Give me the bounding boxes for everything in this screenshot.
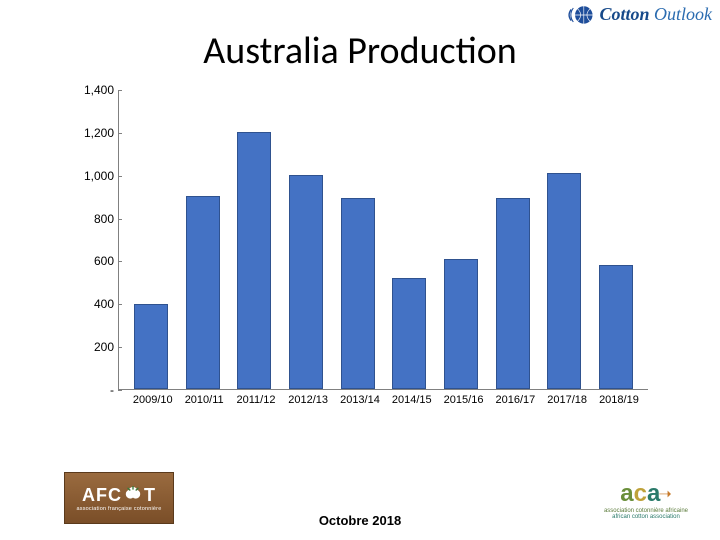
xtick-label: 2011/12 xyxy=(236,394,270,406)
chart-plot-area xyxy=(118,90,648,390)
chart-bar xyxy=(289,175,323,389)
chart-bar xyxy=(186,196,220,389)
ytick-label: 1,000 xyxy=(70,169,114,183)
globe-icon xyxy=(567,5,595,25)
ytick-label: 600 xyxy=(70,254,114,268)
arrow-icon: ➝ xyxy=(658,484,671,504)
xtick-label: 2016/17 xyxy=(495,394,529,406)
chart-bar xyxy=(237,132,271,389)
chart-bar xyxy=(444,259,478,389)
ytick-label: 1,400 xyxy=(70,83,114,97)
aca-logo-sub2: african cotton association xyxy=(612,514,680,520)
xtick-label: 2017/18 xyxy=(547,394,581,406)
xtick-label: 2012/13 xyxy=(288,394,322,406)
xtick-label: 2014/15 xyxy=(392,394,426,406)
chart-bar xyxy=(134,304,168,389)
chart-bar xyxy=(341,198,375,389)
brand-bold: Cotton xyxy=(599,4,649,24)
xtick-label: 2018/19 xyxy=(599,394,633,406)
aca-logo: aca➝ association cotonnière africaine af… xyxy=(600,476,692,524)
cotton-icon xyxy=(124,486,142,504)
aca-logo-mark: aca➝ xyxy=(620,480,671,508)
chart-bar xyxy=(599,265,633,389)
afcot-logo-main: AFC T xyxy=(82,485,156,506)
ytick-label: 200 xyxy=(70,340,114,354)
xtick-label: 2015/16 xyxy=(444,394,478,406)
chart-bar xyxy=(547,173,581,389)
cotton-outlook-logo: Cotton Outlook xyxy=(567,4,712,25)
brand-text: Cotton Outlook xyxy=(599,4,712,25)
production-chart: - 200 400 600 800 1,000 1,200 1,400 2009… xyxy=(70,90,655,420)
xtick-label: 2009/10 xyxy=(133,394,167,406)
ytick-label: - xyxy=(70,383,114,397)
ytick-label: 1,200 xyxy=(70,126,114,140)
xtick-label: 2013/14 xyxy=(340,394,374,406)
chart-bar xyxy=(392,278,426,389)
chart-xlabels: 2009/10 2010/11 2011/12 2012/13 2013/14 2014/… xyxy=(118,394,648,406)
xtick-label: 2010/11 xyxy=(185,394,219,406)
chart-bar xyxy=(496,198,530,389)
ytick-label: 800 xyxy=(70,212,114,226)
chart-bars xyxy=(119,90,648,389)
afcot-logo-sub: association française cotonnière xyxy=(77,506,162,512)
ytick-label: 400 xyxy=(70,297,114,311)
page-title: Australia Production xyxy=(0,28,720,74)
brand-light: Outlook xyxy=(654,4,712,24)
